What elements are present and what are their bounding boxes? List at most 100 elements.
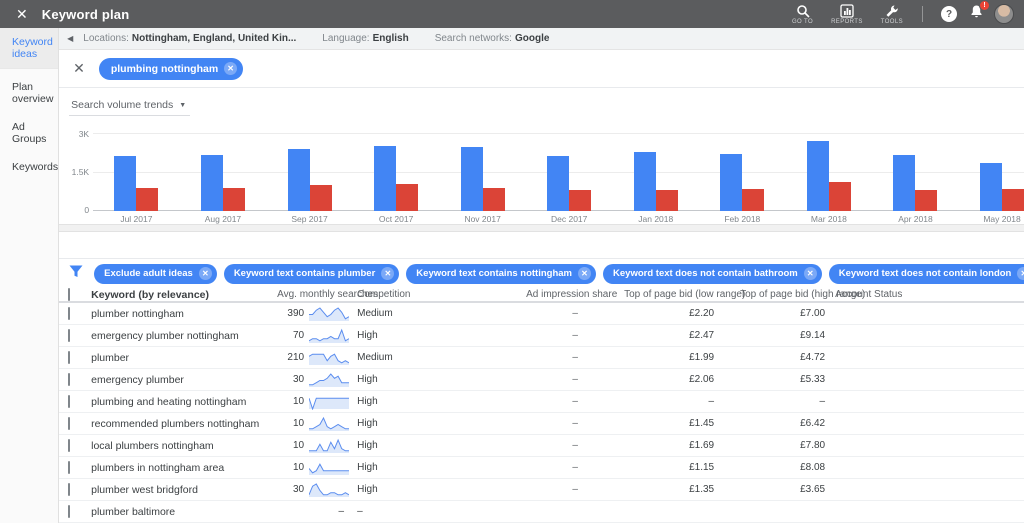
row-checkbox[interactable] xyxy=(68,373,70,386)
bar-total xyxy=(374,146,396,211)
ad-impression-share-cell: – xyxy=(526,308,624,319)
keyword-cell[interactable]: recommended plumbers nottingham xyxy=(89,418,277,430)
row-checkbox[interactable] xyxy=(68,329,70,342)
reports-icon xyxy=(840,4,854,18)
searches-sparkline xyxy=(309,482,349,498)
header-competition[interactable]: Competition xyxy=(355,289,526,300)
keyword-cell[interactable]: local plumbers nottingham xyxy=(89,440,277,452)
row-checkbox[interactable] xyxy=(68,505,70,518)
bid-high-cell: £7.00 xyxy=(740,308,833,319)
competition-cell: Medium xyxy=(355,352,526,363)
keyword-cell[interactable]: plumber baltimore xyxy=(89,506,277,518)
search-volume-trends-dropdown[interactable]: Search volume trends ▼ xyxy=(69,99,190,116)
table-row: recommended plumbers nottingham10High–£1… xyxy=(59,413,1024,435)
header-account-status[interactable]: Account Status xyxy=(833,289,1024,300)
bid-high-cell: £8.08 xyxy=(740,462,833,473)
competition-cell: High xyxy=(355,396,526,407)
row-checkbox[interactable] xyxy=(68,417,70,430)
chart-month-group xyxy=(786,133,873,211)
ad-impression-share-cell: – xyxy=(526,374,624,385)
chart-month-group xyxy=(353,133,440,211)
remove-keyword-icon[interactable]: ✕ xyxy=(224,62,237,75)
filter-chip[interactable]: Exclude adult ideas✕ xyxy=(94,264,217,284)
avatar[interactable] xyxy=(994,4,1014,24)
bid-high-cell: £6.42 xyxy=(740,418,833,429)
notifications-button[interactable]: ! xyxy=(969,4,984,24)
bar-mobile xyxy=(742,189,764,211)
setting-locations[interactable]: Locations:Nottingham, England, United Ki… xyxy=(83,33,296,44)
ad-impression-share-cell: – xyxy=(526,440,624,451)
y-tick-3k: 3K xyxy=(63,129,89,139)
row-checkbox[interactable] xyxy=(68,395,70,408)
remove-filter-icon[interactable]: ✕ xyxy=(578,267,591,280)
keyword-chip[interactable]: plumbing nottingham ✕ xyxy=(99,58,243,80)
setting-language[interactable]: Language:English xyxy=(322,33,408,44)
setting-search-networks[interactable]: Search networks:Google xyxy=(435,33,550,44)
header-top-of-page-bid-low[interactable]: Top of page bid (low range) xyxy=(624,289,740,300)
competition-cell: High xyxy=(355,462,526,473)
keyword-cell[interactable]: plumbing and heating nottingham xyxy=(89,396,277,408)
chart-month-group xyxy=(266,133,353,211)
x-tick-label: Feb 2018 xyxy=(699,214,786,224)
sidebar-item-plan-overview[interactable]: Plan overview xyxy=(0,73,58,113)
results-panel: FILTER COLUMNS Exclude adult ideas✕Keywo… xyxy=(59,232,1024,523)
remove-filter-icon[interactable]: ✕ xyxy=(199,267,212,280)
header-keyword[interactable]: Keyword (by relevance) xyxy=(89,289,277,301)
remove-filter-icon[interactable]: ✕ xyxy=(804,267,817,280)
row-checkbox[interactable] xyxy=(68,439,70,452)
filter-chip[interactable]: Keyword text does not contain london✕ xyxy=(829,264,1024,284)
ad-impression-share-cell: – xyxy=(526,330,624,341)
bar-total xyxy=(720,154,742,211)
sidebar-item-keywords[interactable]: Keywords xyxy=(0,153,58,181)
filter-chip[interactable]: Keyword text contains plumber✕ xyxy=(224,264,399,284)
keyword-cell[interactable]: plumber nottingham xyxy=(89,308,277,320)
keyword-cell[interactable]: plumber xyxy=(89,352,277,364)
x-tick-label: Apr 2018 xyxy=(872,214,959,224)
sidebar-item-ad-groups[interactable]: Ad Groups xyxy=(0,113,58,153)
searches-sparkline xyxy=(309,438,349,454)
searches-sparkline xyxy=(309,328,349,344)
tools-button[interactable]: TOOLS xyxy=(881,4,903,25)
bar-mobile xyxy=(223,188,245,211)
clear-keywords-icon[interactable]: ✕ xyxy=(73,60,85,77)
filter-chip[interactable]: Keyword text does not contain bathroom✕ xyxy=(603,264,822,284)
chart-plot-area: 3K 1.5K 0 xyxy=(93,133,1024,211)
reports-button[interactable]: REPORTS xyxy=(831,4,863,25)
remove-filter-icon[interactable]: ✕ xyxy=(1017,267,1024,280)
sidebar-item-keyword-ideas[interactable]: Keyword ideas xyxy=(0,28,58,68)
select-all-checkbox[interactable] xyxy=(68,288,70,301)
filter-chip[interactable]: Keyword text contains nottingham✕ xyxy=(406,264,596,284)
ad-impression-share-cell: – xyxy=(526,396,624,407)
sidebar: Keyword ideas Plan overview Ad Groups Ke… xyxy=(0,28,59,523)
trends-row: Search volume trends ▼ xyxy=(59,88,1024,116)
help-icon[interactable]: ? xyxy=(941,6,957,22)
row-checkbox[interactable] xyxy=(68,461,70,474)
competition-cell: High xyxy=(355,484,526,495)
keyword-query-row: ✕ plumbing nottingham ✕ GET RESULTS xyxy=(59,50,1024,88)
close-icon[interactable]: ✕ xyxy=(16,6,28,23)
bar-total xyxy=(807,141,829,211)
bid-low-cell: £1.15 xyxy=(624,462,740,473)
bar-mobile xyxy=(483,188,505,211)
keyword-cell[interactable]: emergency plumber xyxy=(89,374,277,386)
header-ad-impression-share[interactable]: Ad impression share xyxy=(526,289,624,300)
avg-monthly-searches-cell: 210 xyxy=(277,350,355,366)
remove-filter-icon[interactable]: ✕ xyxy=(381,267,394,280)
y-tick-1-5k: 1.5K xyxy=(63,167,89,177)
row-checkbox[interactable] xyxy=(68,307,70,320)
goto-button[interactable]: GO TO xyxy=(792,4,813,25)
x-tick-label: Oct 2017 xyxy=(353,214,440,224)
collapse-arrow-icon[interactable]: ◀ xyxy=(67,34,73,43)
row-checkbox[interactable] xyxy=(68,351,70,364)
keyword-cell[interactable]: emergency plumber nottingham xyxy=(89,330,277,342)
keyword-cell[interactable]: plumber west bridgford xyxy=(89,484,277,496)
ad-impression-share-cell: – xyxy=(526,484,624,495)
header-top-of-page-bid-high[interactable]: Top of page bid (high range) xyxy=(740,289,833,300)
competition-cell: High xyxy=(355,374,526,385)
table-row: plumbers in nottingham area10High–£1.15£… xyxy=(59,457,1024,479)
page-title: Keyword plan xyxy=(42,7,130,22)
keyword-cell[interactable]: plumbers in nottingham area xyxy=(89,462,277,474)
row-checkbox[interactable] xyxy=(68,483,70,496)
header-avg-monthly-searches[interactable]: Avg. monthly searches xyxy=(277,289,355,300)
competition-cell: High xyxy=(355,440,526,451)
